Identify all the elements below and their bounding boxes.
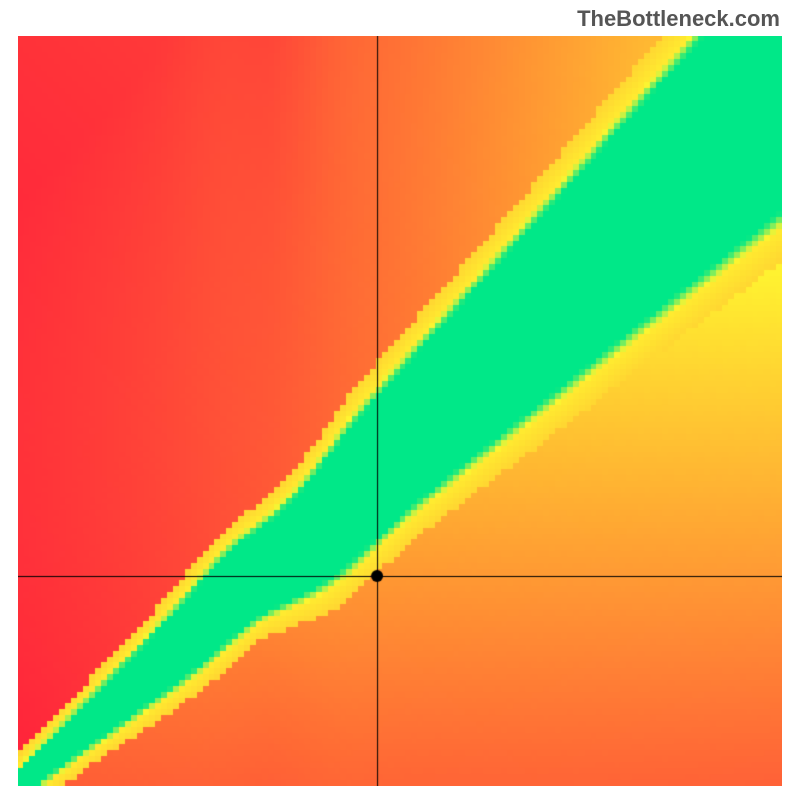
chart-container: TheBottleneck.com: [0, 0, 800, 800]
heatmap-canvas: [18, 36, 782, 786]
watermark-text: TheBottleneck.com: [577, 6, 780, 32]
